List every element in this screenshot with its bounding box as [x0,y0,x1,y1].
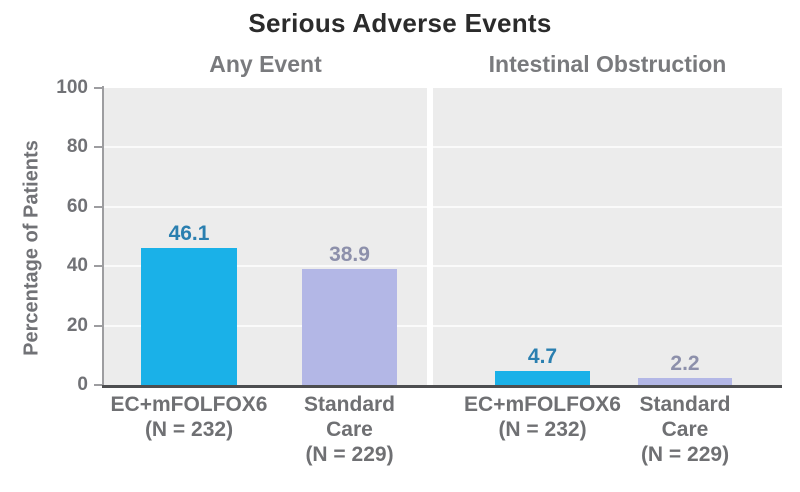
category-label-line: Care [326,418,373,441]
x-axis-line [102,385,782,388]
y-tick-mark [94,324,102,327]
y-tick-label: 80 [66,136,88,158]
panel-any-event: 46.1 38.9 [104,88,427,385]
y-tick-label: 100 [56,77,88,98]
bar-value-label: 2.2 [670,352,700,375]
gridline [104,146,427,148]
category-label: EC+mFOLFOX6 (N = 232) [458,392,628,442]
category-label-line: (N = 229) [640,443,730,466]
bar-value-label: 4.7 [527,345,558,368]
gridline [104,325,427,327]
category-label-line: (N = 229) [305,443,394,466]
bar-value-label: 46.1 [168,222,210,245]
y-tick-mark [94,146,102,149]
category-label-line: Care [661,418,709,441]
y-tick-mark [94,265,102,268]
gridline [433,206,782,208]
gridline [433,325,782,327]
category-label-line: Standard [639,393,731,416]
gridline [104,265,427,267]
y-tick-label: 60 [66,195,88,217]
y-tick-mark [94,205,102,208]
category-label-line: (N = 232) [144,418,234,441]
category-label: EC+mFOLFOX6 (N = 232) [104,392,274,442]
category-label: Standard Care (N = 229) [265,392,435,467]
bar-standard-care [638,378,732,385]
chart-title: Serious Adverse Events [248,8,552,38]
gridline [433,265,782,267]
bar-value-label: 38.9 [329,243,370,266]
gridline [433,146,782,148]
category-label: Standard Care (N = 229) [600,392,770,467]
plot-area: 46.1 38.9 4.7 2.2 [104,88,782,385]
panel-header: Intestinal Obstruction [488,51,727,77]
panel-intestinal-obstruction: 4.7 2.2 [433,88,782,385]
gridline [104,206,427,208]
category-label-line: (N = 232) [498,418,587,441]
y-tick-mark [94,87,102,89]
y-tick-mark [94,384,102,386]
y-axis-line [102,86,104,385]
category-label-line: EC+mFOLFOX6 [110,393,268,416]
y-tick-label: 20 [66,314,88,336]
bar-ec-mfolfox6 [141,248,237,385]
bar-standard-care [302,269,397,385]
category-label-line: Standard [303,393,395,416]
category-label-line: EC+mFOLFOX6 [464,393,621,416]
y-tick-label: 0 [77,374,88,395]
panel-header: Any Event [209,51,322,77]
bar-ec-mfolfox6 [495,371,590,385]
y-tick-label: 40 [66,255,88,277]
